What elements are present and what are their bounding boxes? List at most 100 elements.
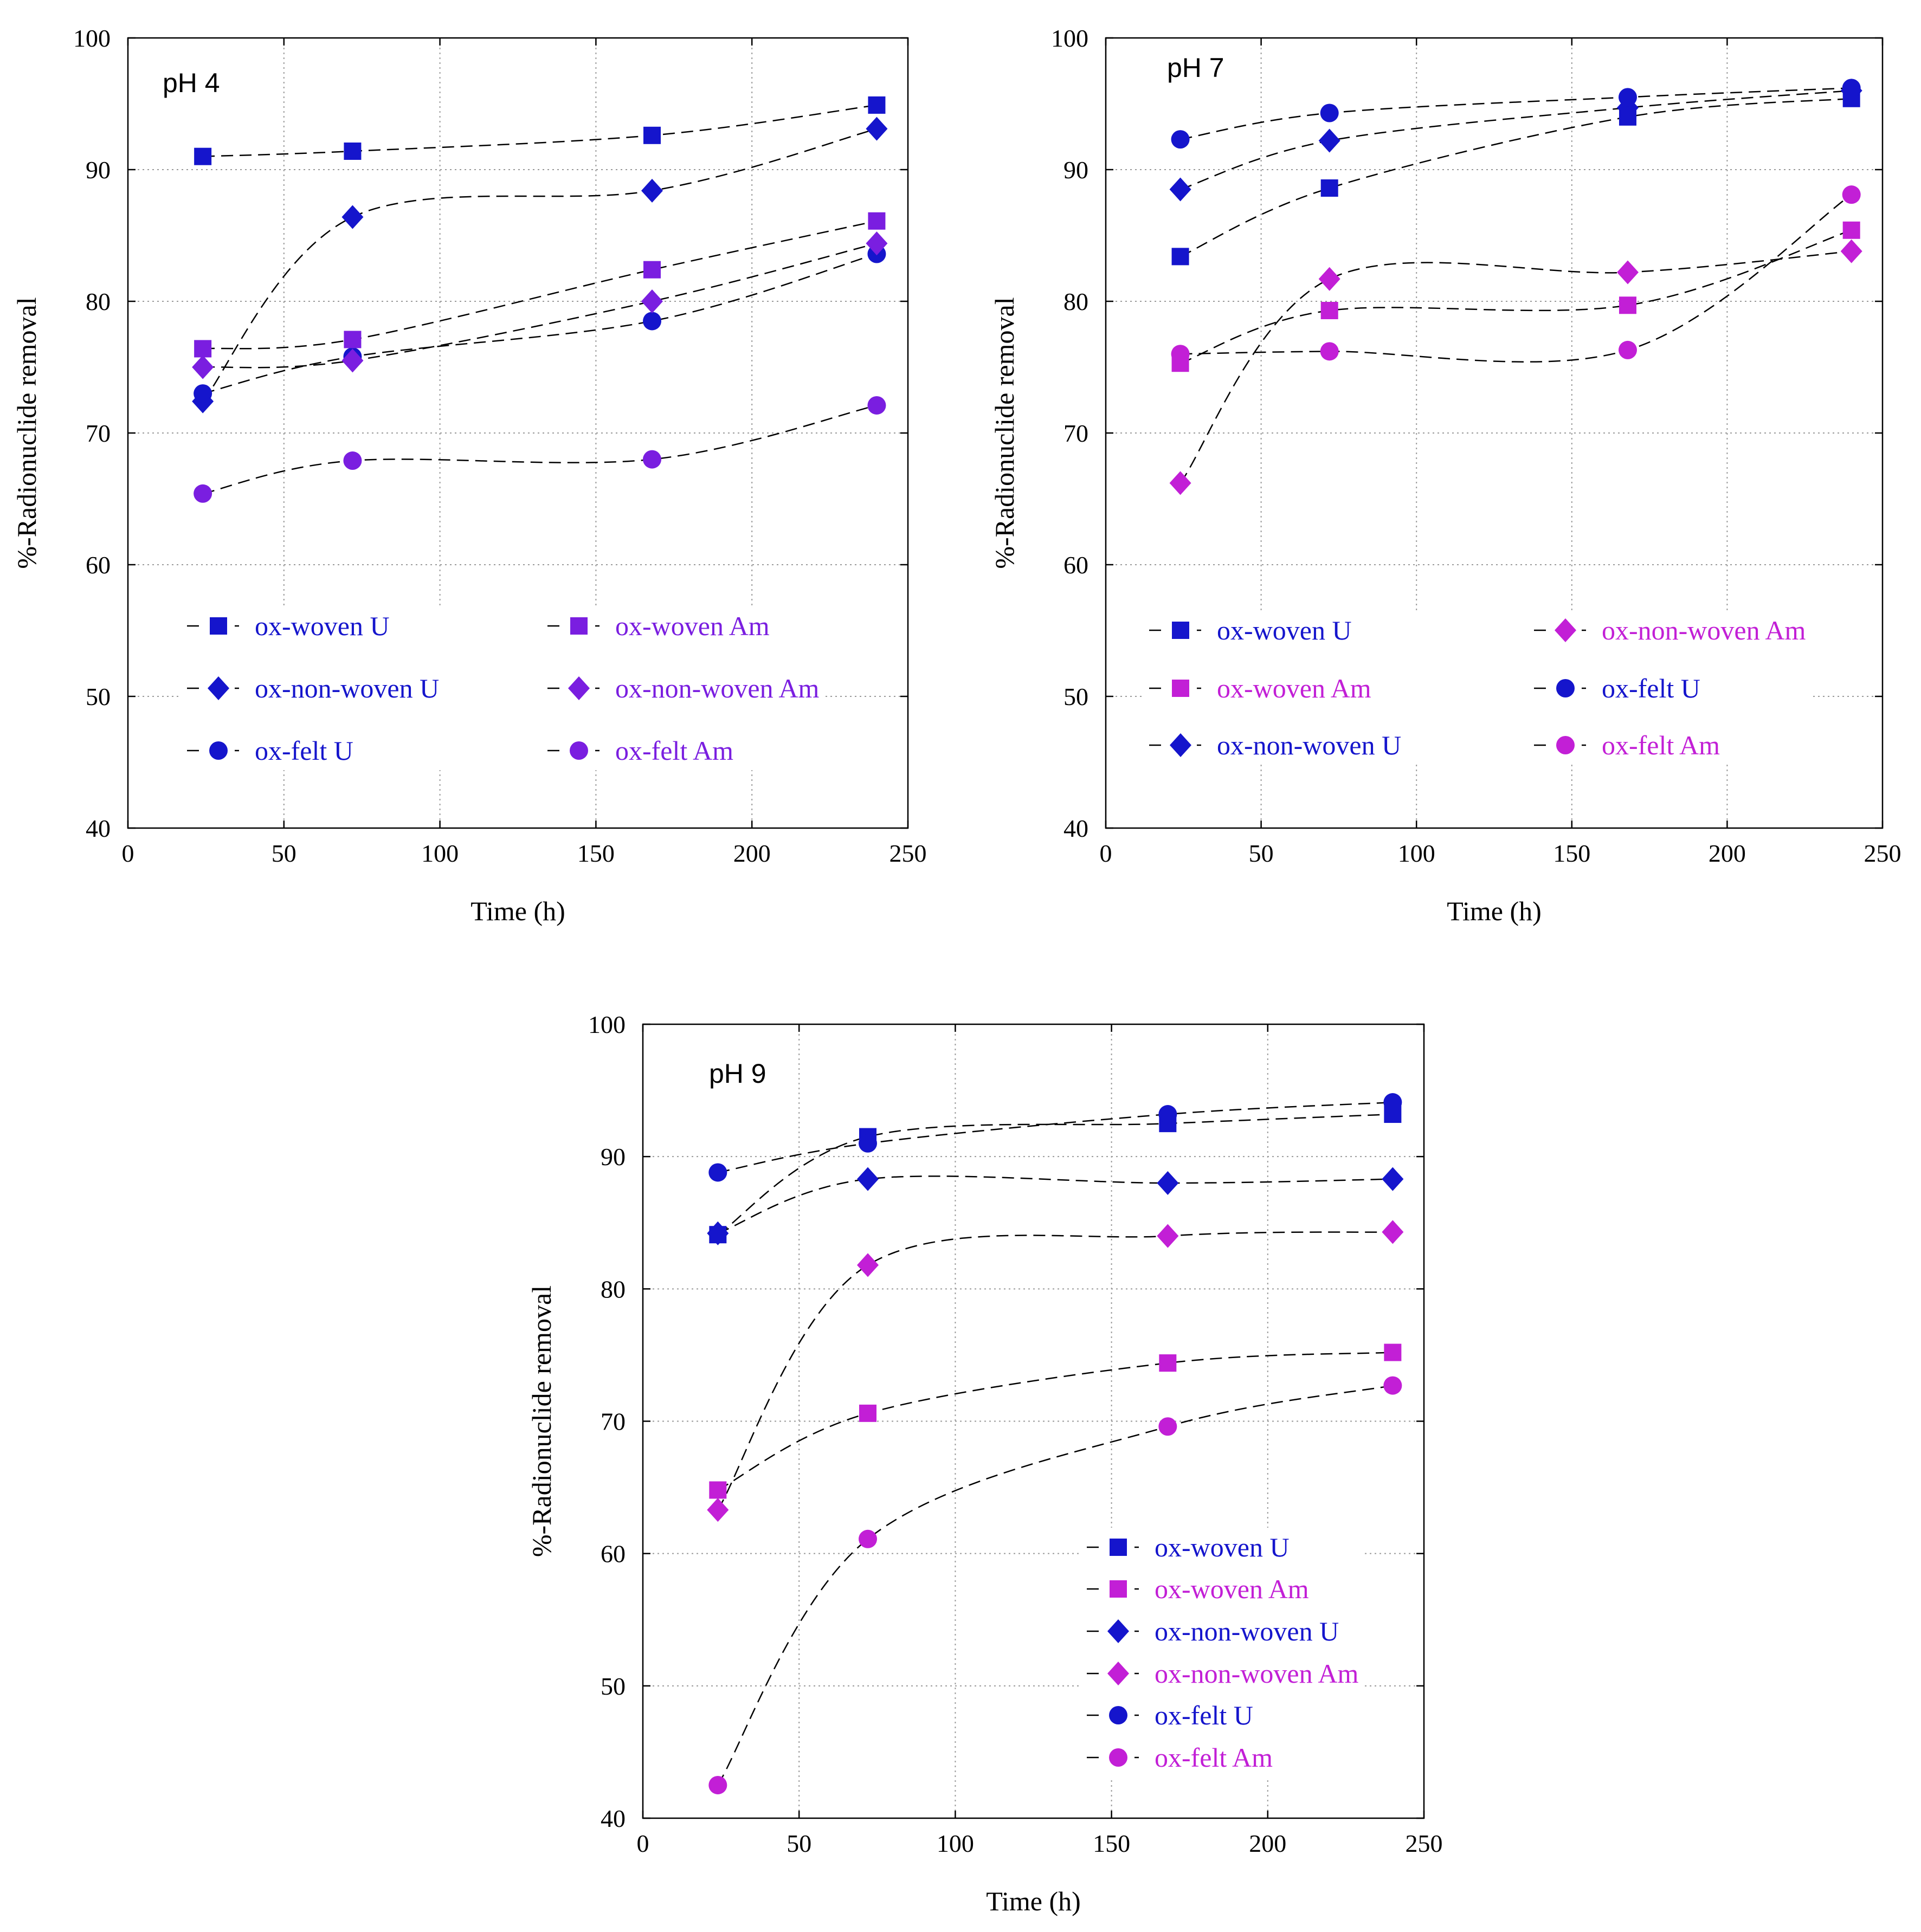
data-point — [643, 126, 661, 144]
data-point — [1618, 88, 1637, 107]
series-line — [202, 404, 877, 495]
legend: ox-woven U ox-non-woven Am ox-woven Am ox-f… — [1144, 611, 1812, 765]
legend-entry: ox-felt U — [1534, 673, 1700, 703]
legend-marker — [570, 617, 588, 635]
data-point — [1618, 340, 1637, 359]
x-tick-label: 150 — [577, 839, 615, 867]
data-point — [868, 212, 886, 230]
data-point — [1382, 1167, 1404, 1191]
data-point — [1320, 179, 1338, 197]
chart-panel-1: ox-woven U ox-woven Am ox-non-woven U ox-no… — [11, 24, 927, 926]
legend-marker — [1172, 622, 1189, 639]
data-point — [1383, 1376, 1402, 1395]
data-point — [707, 1498, 729, 1522]
data-point — [1320, 104, 1339, 122]
x-axis-title: Time (h) — [470, 896, 565, 926]
data-point — [1157, 1224, 1179, 1248]
x-tick-label: 250 — [1406, 1830, 1443, 1857]
series-line — [718, 1101, 1393, 1173]
series-line — [717, 1385, 1393, 1786]
legend-label: ox-non-woven Am — [615, 673, 819, 703]
data-point — [194, 384, 212, 403]
legend-marker — [1110, 1580, 1127, 1598]
x-tick-label: 200 — [1249, 1830, 1286, 1857]
x-tick-label: 150 — [1093, 1830, 1130, 1857]
legend-label: ox-non-woven Am — [1602, 615, 1806, 645]
data-point — [643, 261, 661, 279]
data-point — [859, 1404, 877, 1422]
data-point — [641, 178, 663, 203]
y-tick-label: 90 — [601, 1143, 626, 1171]
x-tick-label: 100 — [1398, 839, 1435, 867]
data-point — [1616, 260, 1639, 285]
legend-entry: ox-woven U — [187, 611, 390, 641]
legend-marker — [1556, 736, 1575, 754]
data-point — [868, 96, 886, 114]
legend-marker — [1109, 1706, 1127, 1724]
y-tick-label: 100 — [73, 24, 111, 52]
legend-marker — [208, 676, 229, 700]
data-point — [866, 231, 888, 256]
x-tick-label: 150 — [1553, 839, 1590, 867]
series-line — [203, 242, 877, 369]
y-tick-label: 40 — [601, 1805, 626, 1832]
legend-label: ox-non-woven U — [1155, 1616, 1339, 1646]
series-line — [717, 1113, 1393, 1236]
y-tick-label: 50 — [601, 1672, 626, 1700]
y-tick-label: 80 — [86, 288, 111, 315]
data-point — [1842, 221, 1860, 239]
x-tick-label: 50 — [1249, 839, 1274, 867]
data-point — [1171, 248, 1189, 266]
data-point — [1384, 1343, 1402, 1361]
legend-label: ox-non-woven Am — [1155, 1658, 1358, 1689]
legend-entry: ox-woven Am — [1087, 1574, 1309, 1604]
y-axis-title: %-Radionuclide removal — [11, 297, 42, 568]
data-point — [194, 340, 212, 358]
y-tick-label: 40 — [1063, 815, 1088, 842]
x-tick-label: 250 — [1864, 839, 1901, 867]
legend-marker — [1109, 1748, 1127, 1767]
data-point — [343, 451, 362, 470]
data-point — [1320, 302, 1338, 320]
x-axis-title: Time (h) — [1447, 896, 1542, 926]
data-point — [1157, 1171, 1179, 1195]
y-tick-label: 50 — [1063, 683, 1088, 710]
legend-label: ox-felt Am — [1155, 1742, 1273, 1773]
legend-entry: ox-non-woven Am — [1087, 1658, 1358, 1689]
legend-background — [1081, 1528, 1364, 1777]
data-point — [866, 117, 888, 141]
data-point — [859, 1529, 878, 1548]
data-point — [194, 147, 212, 165]
legend: ox-woven U ox-woven Am ox-non-woven U ox-no… — [1081, 1528, 1364, 1777]
legend-marker — [1172, 680, 1189, 697]
series-line — [1179, 250, 1852, 484]
series-line — [202, 128, 877, 402]
data-point — [1171, 345, 1190, 364]
y-tick-label: 70 — [1063, 419, 1088, 447]
data-point — [1842, 185, 1861, 204]
data-point — [857, 1167, 879, 1191]
x-tick-label: 50 — [787, 1830, 811, 1857]
series-line — [1180, 194, 1852, 363]
y-tick-label: 40 — [86, 815, 111, 842]
legend-label: ox-felt U — [1155, 1700, 1253, 1730]
y-tick-label: 60 — [1063, 551, 1088, 579]
data-point — [643, 312, 662, 331]
y-tick-label: 70 — [86, 419, 111, 447]
series-line — [1180, 87, 1852, 140]
x-tick-label: 100 — [421, 839, 459, 867]
y-axis-title: %-Radionuclide removal — [526, 1285, 557, 1557]
data-point — [1619, 296, 1636, 314]
data-point — [1320, 342, 1339, 361]
data-point — [709, 1481, 727, 1499]
legend-marker — [568, 676, 590, 700]
data-point — [1318, 128, 1340, 153]
legend-label: ox-woven U — [1217, 615, 1352, 645]
y-tick-label: 90 — [86, 156, 111, 184]
legend-marker — [1170, 733, 1191, 757]
data-point — [1158, 1105, 1177, 1124]
y-tick-label: 60 — [601, 1540, 626, 1568]
data-point — [1169, 177, 1191, 202]
legend-entry: ox-non-woven U — [1087, 1616, 1339, 1646]
